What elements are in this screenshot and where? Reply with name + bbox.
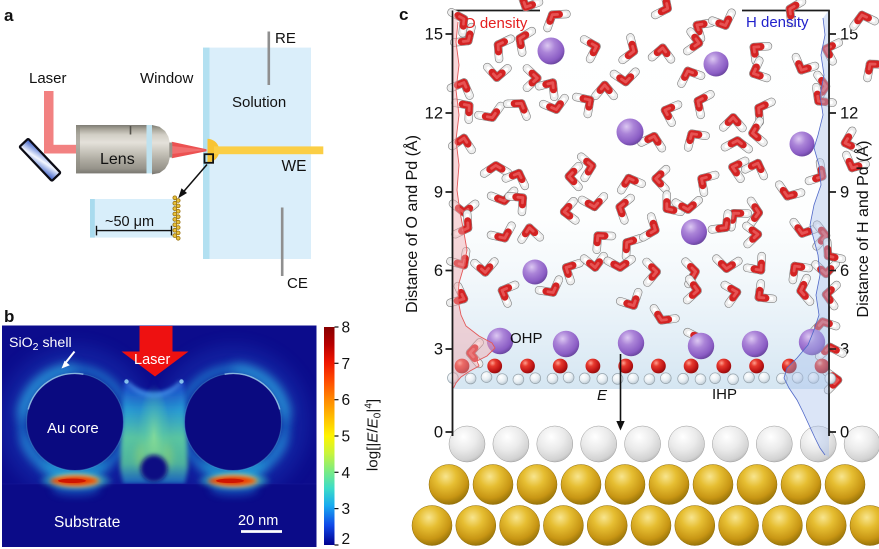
- svg-text:6: 6: [840, 262, 849, 280]
- svg-text:~50 μm: ~50 μm: [105, 214, 154, 230]
- svg-text:12: 12: [840, 104, 858, 122]
- svg-text:CE: CE: [287, 275, 308, 292]
- svg-text:log[|E/E0|4]: log[|E/E0|4]: [364, 399, 384, 471]
- svg-text:Laser: Laser: [134, 352, 170, 368]
- svg-text:c: c: [399, 5, 408, 24]
- svg-text:3: 3: [840, 340, 849, 358]
- svg-text:5: 5: [342, 429, 351, 446]
- svg-text:a: a: [4, 6, 14, 25]
- svg-text:3: 3: [342, 501, 351, 518]
- svg-text:Substrate: Substrate: [54, 514, 120, 531]
- svg-text:OHP: OHP: [510, 330, 543, 347]
- svg-text:9: 9: [434, 183, 443, 201]
- svg-text:Au core: Au core: [47, 420, 99, 437]
- svg-text:20 nm: 20 nm: [238, 513, 278, 529]
- svg-text:O density: O density: [464, 15, 528, 32]
- svg-text:Solution: Solution: [232, 94, 286, 111]
- svg-text:15: 15: [425, 25, 443, 43]
- svg-text:Distance of O and Pd (Å): Distance of O and Pd (Å): [402, 135, 421, 313]
- svg-text:0: 0: [434, 423, 443, 441]
- svg-text:IHP: IHP: [712, 386, 737, 403]
- svg-text:3: 3: [434, 340, 443, 358]
- svg-text:0: 0: [840, 423, 849, 441]
- svg-text:b: b: [4, 307, 14, 326]
- svg-text:E: E: [597, 387, 608, 404]
- svg-text:2: 2: [342, 531, 351, 548]
- svg-text:6: 6: [434, 262, 443, 280]
- svg-text:6: 6: [342, 392, 351, 409]
- svg-text:H density: H density: [746, 14, 809, 31]
- svg-text:9: 9: [840, 183, 849, 201]
- svg-text:WE: WE: [282, 158, 307, 175]
- svg-text:Distance of H and Pd (Å): Distance of H and Pd (Å): [853, 141, 872, 318]
- svg-text:7: 7: [342, 356, 351, 373]
- svg-text:Laser: Laser: [29, 70, 67, 87]
- svg-text:8: 8: [342, 320, 351, 337]
- svg-text:Window: Window: [140, 70, 194, 87]
- svg-text:SiO2 shell: SiO2 shell: [9, 335, 72, 353]
- svg-text:4: 4: [342, 465, 351, 482]
- svg-text:12: 12: [425, 104, 443, 122]
- svg-text:Lens: Lens: [100, 151, 135, 168]
- svg-text:RE: RE: [275, 30, 296, 47]
